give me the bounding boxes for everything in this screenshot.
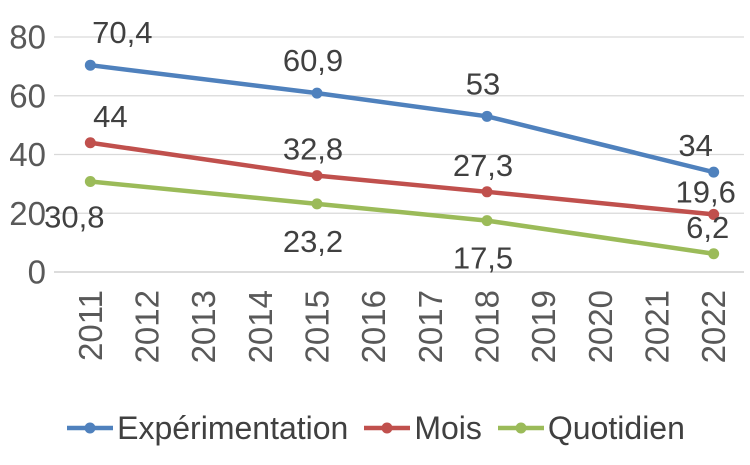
data-label: 34 [678,128,712,163]
legend-item-experimentation: Expérimentation [65,412,348,444]
legend-label-mois: Mois [414,409,482,446]
data-point-marker [481,215,493,227]
data-label: 19,6 [675,174,735,209]
x-axis-tick-label: 2018 [469,290,506,363]
x-axis-tick-label: 2015 [299,290,336,363]
x-axis-tick-label: 2014 [242,290,279,363]
x-axis-tick-label: 2013 [185,290,222,363]
data-label: 6,2 [686,210,729,245]
data-point-marker [311,87,323,99]
data-label: 17,5 [453,241,513,276]
data-label: 23,2 [283,224,343,259]
x-axis-tick-label: 2012 [129,290,166,363]
series-line [88,140,716,217]
data-point-marker [311,198,323,210]
x-axis-tick-label: 2022 [695,290,732,363]
line-chart: 0 20 40 60 80 2011 2012 2013 2014 2015 2016 2017 201… [9,15,744,363]
data-point-marker [708,248,720,260]
y-axis-tick-label: 40 [9,136,46,173]
y-axis-tick-label: 60 [9,77,46,114]
series-line [88,62,716,175]
legend-marker-quotidien [497,422,544,433]
data-label: 44 [93,99,127,134]
y-axis-tick-label: 80 [9,19,46,56]
x-axis-tick-label: 2019 [525,290,562,363]
data-point-marker [708,208,720,220]
legend-label-experimentation: Expérimentation [117,409,349,446]
series-line [88,179,716,257]
x-axis-tick-label: 2016 [355,290,392,363]
y-axis-tick-label: 20 [9,195,46,232]
data-point-marker [708,166,720,178]
x-axis-tick-label: 2020 [582,290,619,363]
data-label: 53 [466,66,500,101]
data-label: 32,8 [283,132,343,167]
data-point-marker [481,186,493,198]
legend-marker-experimentation [67,422,114,433]
data-point-marker [311,170,323,182]
data-label: 27,3 [453,148,513,183]
legend-marker-mois [364,422,411,433]
legend-item-quotidien: Quotidien [496,412,685,444]
x-axis-tick-label: 2021 [639,290,676,363]
data-point-marker [84,137,96,149]
chart-legend: Expérimentation Mois Quotidien [0,390,750,465]
legend-item-mois: Mois [362,412,482,444]
x-axis-tick-label: 2011 [72,290,109,361]
data-label: 70,4 [92,15,152,50]
legend-label-quotidien: Quotidien [547,409,685,446]
data-point-marker [84,176,96,188]
x-axis-tick-label: 2017 [412,290,449,363]
data-label: 60,9 [283,43,343,78]
data-point-marker [481,110,493,122]
data-point-marker [84,59,96,71]
y-axis-tick-label: 0 [28,254,46,291]
data-label: 30,8 [44,200,104,235]
